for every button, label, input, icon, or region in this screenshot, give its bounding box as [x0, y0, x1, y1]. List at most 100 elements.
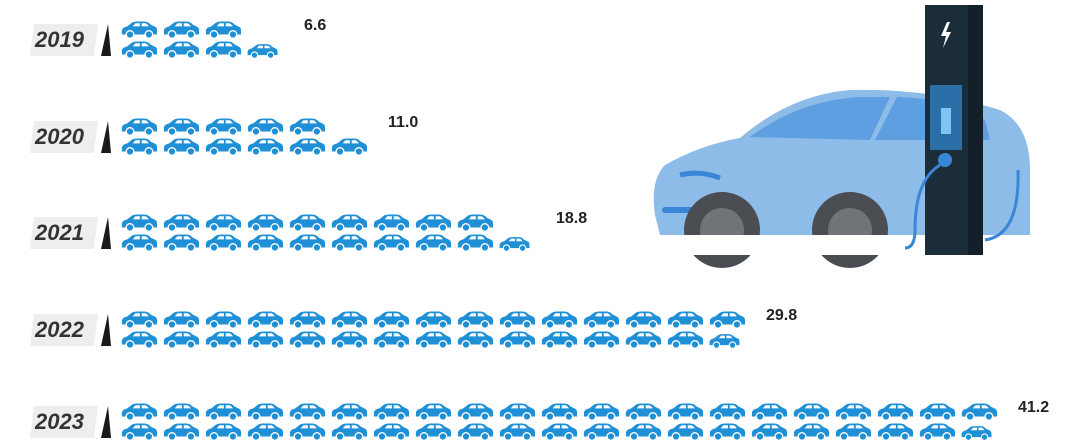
car-icon	[541, 423, 578, 441]
value-label: 18.8	[556, 210, 587, 227]
car-icon	[289, 118, 326, 136]
car-icon	[331, 311, 368, 329]
car-icon	[163, 331, 200, 349]
car-icon	[415, 214, 452, 232]
car-icon	[121, 41, 158, 59]
car-icon	[247, 403, 284, 421]
car-icon	[583, 423, 620, 441]
year-marker	[101, 121, 111, 153]
car-icon	[247, 118, 284, 136]
car-icon	[583, 403, 620, 421]
car-icon	[289, 214, 326, 232]
car-icon	[289, 403, 326, 421]
car-icon	[709, 333, 741, 349]
car-icon	[163, 423, 200, 441]
car-icon	[835, 423, 872, 441]
year-marker	[101, 406, 111, 438]
car-icon	[331, 403, 368, 421]
icon-row	[121, 403, 998, 441]
car-icon	[583, 331, 620, 349]
car-icon	[289, 234, 326, 252]
car-icon	[415, 403, 452, 421]
year-tab	[30, 24, 98, 56]
car-icon	[835, 403, 872, 421]
car-icon	[247, 43, 279, 59]
car-icon	[121, 138, 158, 156]
car-icon	[331, 234, 368, 252]
car-icon	[205, 138, 242, 156]
car-icon	[121, 118, 158, 136]
car-icon	[121, 423, 158, 441]
year-tab	[30, 121, 98, 153]
car-icon	[499, 423, 536, 441]
car-icon	[205, 41, 242, 59]
car-icon	[289, 311, 326, 329]
car-icon	[541, 311, 578, 329]
car-icon	[247, 138, 284, 156]
car-icon	[373, 311, 410, 329]
car-icon	[121, 234, 158, 252]
car-icon	[121, 21, 158, 39]
car-icon	[331, 331, 368, 349]
car-icon	[541, 331, 578, 349]
value-label: 41.2	[1018, 399, 1049, 416]
car-icon	[247, 331, 284, 349]
car-icon	[373, 331, 410, 349]
car-icon	[373, 403, 410, 421]
year-tab	[30, 314, 98, 346]
year-label: 2019	[34, 27, 85, 52]
car-icon	[457, 331, 494, 349]
car-icon	[793, 423, 830, 441]
car-icon	[205, 214, 242, 232]
car-icon	[163, 234, 200, 252]
car-icon	[961, 403, 998, 421]
car-icon	[415, 331, 452, 349]
car-icon	[121, 214, 158, 232]
car-icon	[331, 138, 368, 156]
car-icon	[709, 403, 746, 421]
value-label: 29.8	[766, 307, 797, 324]
value-label: 6.6	[304, 17, 326, 34]
car-icon	[289, 423, 326, 441]
car-icon	[625, 403, 662, 421]
car-icon	[499, 331, 536, 349]
year-label: 2020	[34, 124, 85, 149]
car-icon	[247, 311, 284, 329]
car-icon	[961, 425, 993, 441]
car-icon	[625, 331, 662, 349]
car-icon	[415, 311, 452, 329]
car-icon	[877, 423, 914, 441]
car-icon	[667, 311, 704, 329]
car-icon	[205, 331, 242, 349]
car-icon	[205, 423, 242, 441]
car-icon	[709, 423, 746, 441]
car-icon	[205, 234, 242, 252]
car-icon	[793, 403, 830, 421]
car-icon	[163, 138, 200, 156]
car-icon	[415, 423, 452, 441]
car-icon	[709, 311, 746, 329]
car-icon	[667, 331, 704, 349]
icon-row	[121, 311, 746, 349]
car-icon	[163, 41, 200, 59]
car-icon	[457, 214, 494, 232]
car-icon	[583, 311, 620, 329]
car-icon	[457, 311, 494, 329]
car-icon	[121, 311, 158, 329]
icon-row	[121, 214, 531, 252]
value-label: 11.0	[388, 114, 418, 131]
car-icon	[667, 403, 704, 421]
car-icon	[751, 423, 788, 441]
car-icon	[205, 311, 242, 329]
car-icon	[121, 403, 158, 421]
year-tab	[30, 406, 98, 438]
car-icon	[919, 423, 956, 441]
year-marker	[101, 314, 111, 346]
car-icon	[499, 236, 531, 252]
car-icon	[205, 118, 242, 136]
car-icon	[919, 403, 956, 421]
car-icon	[499, 311, 536, 329]
car-icon	[415, 234, 452, 252]
car-icon	[121, 331, 158, 349]
